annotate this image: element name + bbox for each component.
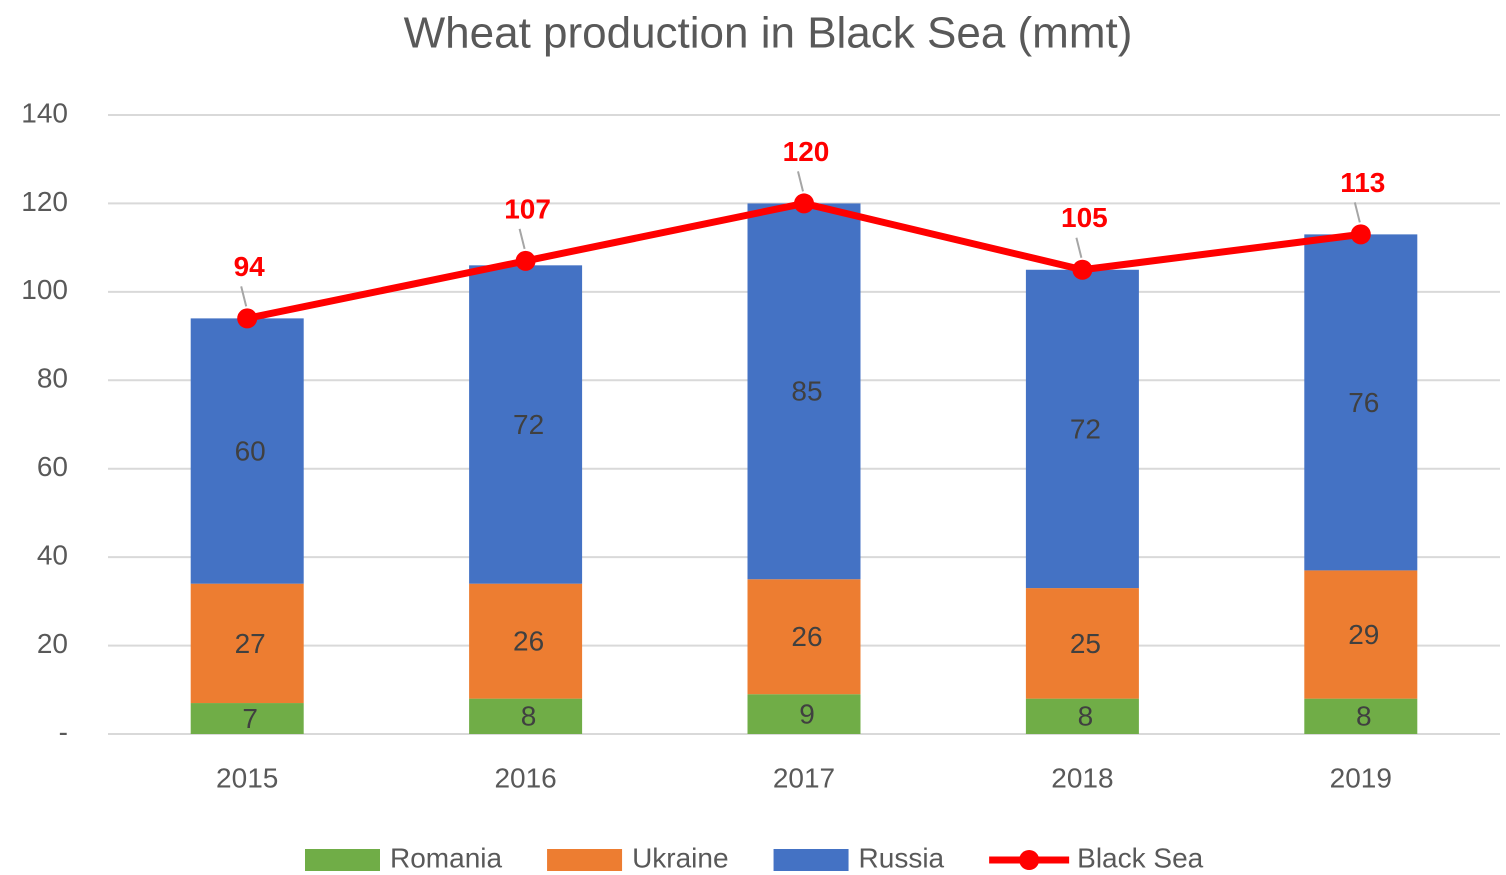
legend-swatch: [773, 849, 849, 871]
chart-title: Wheat production in Black Sea (mmt): [404, 9, 1133, 58]
line-point: [515, 250, 536, 271]
x-tick-label: 2017: [773, 762, 835, 793]
bar-segment: [1025, 698, 1139, 734]
legend-swatch: [547, 849, 623, 871]
data-label: 25: [1070, 628, 1101, 659]
data-label: 8: [1356, 701, 1372, 732]
bar-segment: [747, 694, 861, 734]
data-label: 29: [1348, 619, 1379, 650]
bar-segment: [1025, 269, 1139, 589]
leader-line: [1075, 237, 1083, 258]
y-tick-label: -: [59, 716, 68, 747]
data-label: 8: [1078, 701, 1094, 732]
bar-segment: [747, 203, 861, 580]
bar-segment: [469, 265, 583, 584]
legend-label: Russia: [859, 842, 945, 873]
bar-segment: [1304, 234, 1418, 571]
bar-segment: [190, 583, 304, 704]
data-label: 9: [799, 698, 815, 729]
data-label: 26: [513, 626, 544, 657]
line-label: 113: [1340, 167, 1385, 198]
y-tick-label: 140: [21, 97, 68, 128]
bar-segment: [1304, 698, 1418, 734]
leader-line: [240, 286, 248, 307]
legend-swatch-marker: [1019, 850, 1040, 870]
line-label: 107: [504, 193, 551, 224]
data-label: 72: [1070, 413, 1101, 444]
data-label: 26: [791, 621, 822, 652]
x-tick-label: 2015: [216, 762, 278, 793]
leader-line: [797, 171, 804, 192]
data-label: 60: [235, 435, 266, 466]
x-tick-label: 2018: [1051, 762, 1113, 793]
data-label: 8: [521, 701, 537, 732]
line-point: [237, 308, 258, 329]
bar-segment: [469, 583, 583, 699]
x-tick-label: 2016: [494, 762, 556, 793]
y-tick-label: 60: [37, 451, 68, 482]
bar-segment: [1304, 570, 1418, 699]
line-point: [1350, 224, 1371, 245]
legend-swatch: [305, 849, 380, 871]
y-tick-label: 80: [37, 363, 68, 394]
line-label: 105: [1061, 202, 1108, 233]
bar-segment: [190, 703, 304, 734]
legend-label: Black Sea: [1077, 842, 1203, 873]
y-tick-label: 100: [21, 274, 68, 305]
y-tick-label: 120: [21, 186, 68, 217]
legend-label: Romania: [390, 842, 502, 873]
data-label: 72: [513, 409, 544, 440]
bar-segment: [190, 318, 304, 584]
leader-line: [518, 228, 526, 250]
legend-label: Ukraine: [632, 842, 728, 873]
x-tick-label: 2019: [1330, 762, 1392, 793]
line-point: [1072, 259, 1093, 280]
leader-line: [1353, 202, 1361, 223]
line-label: 120: [783, 136, 830, 167]
bar-segment: [469, 698, 583, 734]
y-tick-label: 40: [37, 540, 68, 571]
bar-segment: [747, 579, 861, 695]
line-point: [794, 193, 814, 214]
line-label: 94: [234, 251, 266, 282]
bar-segment: [1025, 588, 1139, 699]
y-tick-label: 20: [37, 628, 68, 659]
data-label: 7: [242, 703, 258, 734]
data-label: 85: [791, 376, 822, 407]
data-label: 76: [1348, 387, 1379, 418]
data-label: 27: [235, 628, 266, 659]
